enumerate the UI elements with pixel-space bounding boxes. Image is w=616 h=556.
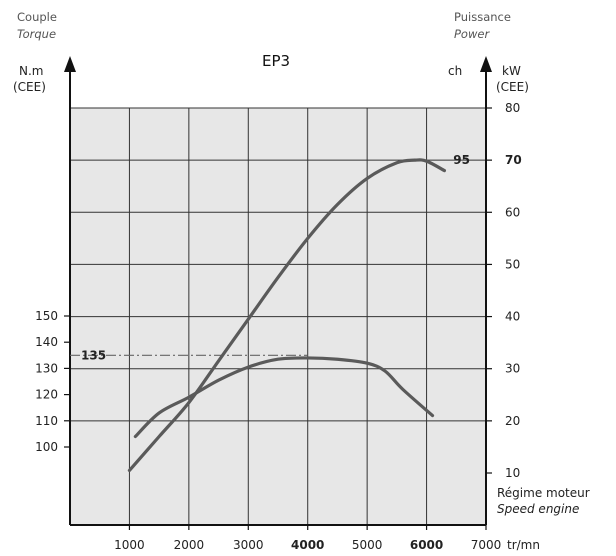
x-axis-title-fr: Régime moteur xyxy=(497,486,590,500)
left-tick-label: 120 xyxy=(35,388,58,402)
right-tick-label: 80 xyxy=(505,101,520,115)
x-tick-label: 2000 xyxy=(174,538,205,552)
torque-curve xyxy=(133,356,435,439)
x-tick-label: 1000 xyxy=(114,538,145,552)
x-tick-label: 7000 xyxy=(471,538,502,552)
series-lines xyxy=(127,158,446,472)
right-tick-label: 70 xyxy=(505,153,522,167)
right-unit-kw: kW xyxy=(502,64,521,78)
left-axis-title-fr: Couple xyxy=(17,10,57,24)
right-tick-label: 30 xyxy=(505,362,520,376)
right-axis-title-fr: Puissance xyxy=(454,10,511,24)
left-tick-label: 110 xyxy=(35,414,58,428)
right-tick-label: 50 xyxy=(505,257,520,271)
left-tick-labels: 100 110 120 130 140 150 xyxy=(35,309,70,454)
x-axis-unit: tr/mn xyxy=(507,538,540,552)
x-tick-labels: 1000 2000 3000 4000 5000 6000 7000 xyxy=(114,525,501,552)
left-tick-label: 150 xyxy=(35,309,58,323)
left-tick-label: 140 xyxy=(35,335,58,349)
right-unit-ch: ch xyxy=(448,64,462,78)
x-tick-label: 4000 xyxy=(291,538,324,552)
right-tick-label: 60 xyxy=(505,205,520,219)
right-axis-arrow-icon xyxy=(480,56,492,72)
left-tick-label: 130 xyxy=(35,361,58,375)
left-unit-cee: (CEE) xyxy=(13,80,46,94)
chart-title: EP3 xyxy=(262,52,290,70)
x-tick-label: 3000 xyxy=(233,538,264,552)
right-unit-cee: (CEE) xyxy=(496,80,529,94)
left-unit-nm: N.m xyxy=(19,64,43,78)
plot-area xyxy=(70,108,486,524)
left-axis-title-en: Torque xyxy=(17,27,56,41)
right-tick-label: 40 xyxy=(505,310,520,324)
right-axis-title-en: Power xyxy=(454,27,490,41)
right-tick-label: 20 xyxy=(505,414,520,428)
right-tick-labels: 10 20 30 40 50 60 70 80 xyxy=(486,101,522,480)
x-tick-label: 6000 xyxy=(410,538,443,552)
annotations: 135 95 xyxy=(70,153,470,362)
left-tick-label: 100 xyxy=(35,440,58,454)
x-tick-label: 5000 xyxy=(352,538,383,552)
left-axis-arrow-icon xyxy=(64,56,76,72)
right-tick-label: 10 xyxy=(505,466,520,480)
x-axis-title-en: Speed engine xyxy=(497,502,579,516)
power-peak-label: 95 xyxy=(453,153,470,167)
torque-peak-label: 135 xyxy=(81,348,106,362)
